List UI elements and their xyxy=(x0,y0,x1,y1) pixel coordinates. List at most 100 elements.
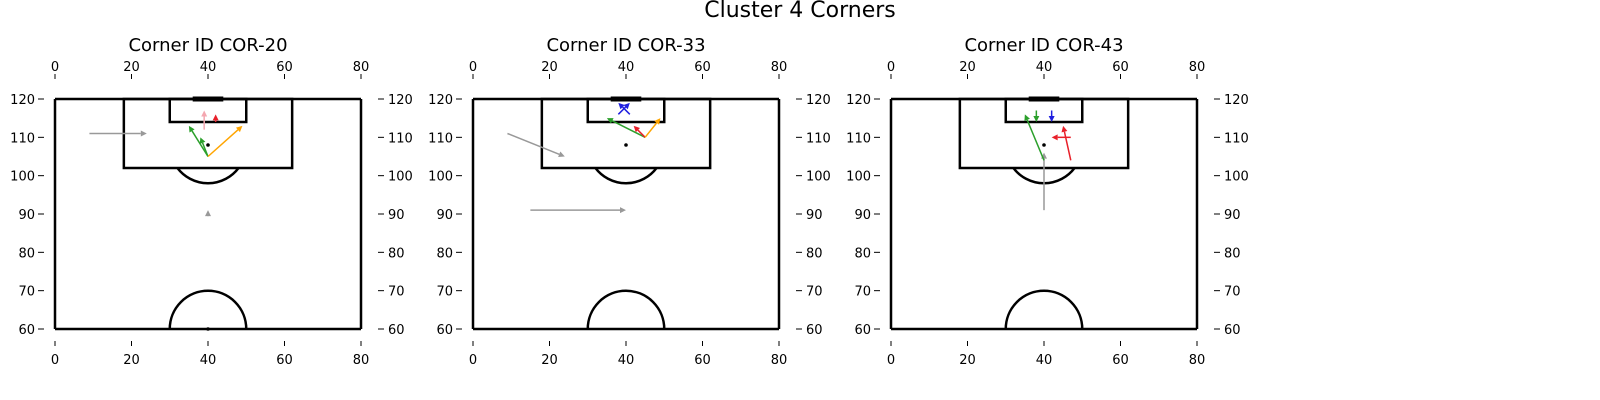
y-tick-label-left: 120 xyxy=(846,93,871,108)
arrow-red-head xyxy=(633,125,641,133)
y-tick-label-left: 120 xyxy=(428,93,453,108)
x-tick-label-top: 40 xyxy=(618,60,635,75)
arrow-pink-head xyxy=(201,110,208,117)
centre-circle xyxy=(586,289,666,330)
y-tick-label-right: 120 xyxy=(806,93,831,108)
x-tick-label-bottom: 80 xyxy=(771,353,788,368)
arrow-orange-shaft xyxy=(207,129,239,158)
penalty-arc xyxy=(594,167,658,185)
y-tick-label-left: 60 xyxy=(854,323,871,338)
y-tick-label-right: 110 xyxy=(1224,131,1249,146)
y-tick-label-right: 90 xyxy=(806,208,823,223)
y-tick-label-left: 80 xyxy=(18,246,35,261)
x-tick-label-bottom: 0 xyxy=(887,353,895,368)
y-tick-label-left: 100 xyxy=(10,170,35,185)
y-tick-label-left: 90 xyxy=(436,208,453,223)
y-tick-label-left: 90 xyxy=(18,208,35,223)
x-tick-label-bottom: 20 xyxy=(541,353,558,368)
y-tick-label-right: 70 xyxy=(1224,285,1241,300)
y-tick-label-right: 60 xyxy=(1224,323,1241,338)
y-tick-label-left: 60 xyxy=(436,323,453,338)
x-tick-label-bottom: 0 xyxy=(51,353,59,368)
arrow-grey-head xyxy=(205,210,211,217)
penalty-arc xyxy=(176,167,240,185)
panel-1: Corner ID COR-20 0 0 20 20 40 40 60 60 80 80 60 60 70… xyxy=(10,35,413,368)
y-tick-label-left: 100 xyxy=(428,170,453,185)
x-tick-label-top: 60 xyxy=(1112,60,1129,75)
x-tick-label-bottom: 60 xyxy=(694,353,711,368)
arrow-blue-head xyxy=(1048,116,1055,122)
x-tick-label-top: 20 xyxy=(959,60,976,75)
x-tick-label-bottom: 40 xyxy=(200,353,217,368)
x-tick-label-bottom: 60 xyxy=(276,353,293,368)
y-tick-label-left: 80 xyxy=(436,246,453,261)
y-tick-label-right: 70 xyxy=(806,285,823,300)
centre-circle xyxy=(168,289,248,330)
x-tick-label-top: 80 xyxy=(771,60,788,75)
arrow-blue-shaft xyxy=(617,106,627,115)
y-tick-label-right: 70 xyxy=(388,285,405,300)
arrow-orange-head xyxy=(235,125,243,133)
y-tick-label-left: 70 xyxy=(854,285,871,300)
x-tick-label-top: 0 xyxy=(887,60,895,75)
x-tick-label-bottom: 80 xyxy=(1189,353,1206,368)
arrow-red-head xyxy=(212,114,219,121)
x-tick-label-top: 60 xyxy=(694,60,711,75)
arrow-green-head xyxy=(1024,114,1030,122)
arrow-grey-head xyxy=(620,207,626,214)
y-tick-label-right: 100 xyxy=(388,170,413,185)
y-tick-label-left: 110 xyxy=(846,131,871,146)
y-tick-label-left: 70 xyxy=(436,285,453,300)
x-tick-label-bottom: 60 xyxy=(1112,353,1129,368)
arrow-green-head xyxy=(188,125,195,133)
y-tick-label-right: 100 xyxy=(806,170,831,185)
y-tick-label-right: 80 xyxy=(1224,246,1241,261)
ball-point xyxy=(206,327,210,331)
arrow-green-head xyxy=(199,137,206,145)
x-tick-label-top: 80 xyxy=(353,60,370,75)
ball-point xyxy=(1042,143,1046,147)
y-tick-label-right: 60 xyxy=(388,323,405,338)
arrow-orange-head xyxy=(654,118,661,125)
arrow-red-head xyxy=(1061,125,1068,133)
x-tick-label-top: 20 xyxy=(123,60,140,75)
y-tick-label-right: 90 xyxy=(1224,208,1241,223)
x-tick-label-bottom: 20 xyxy=(959,353,976,368)
arrow-grey-shaft xyxy=(507,132,560,155)
x-tick-label-top: 20 xyxy=(541,60,558,75)
arrow-red-head xyxy=(1051,134,1058,141)
x-tick-label-top: 40 xyxy=(1036,60,1053,75)
y-tick-label-left: 80 xyxy=(854,246,871,261)
penalty-box xyxy=(540,97,712,170)
ball-point xyxy=(624,143,628,147)
x-tick-label-top: 40 xyxy=(200,60,217,75)
panel-title: Corner ID COR-33 xyxy=(546,35,705,56)
ball-point xyxy=(206,143,210,147)
arrow-green-head xyxy=(1033,116,1040,122)
y-tick-label-left: 90 xyxy=(854,208,871,223)
arrow-red-shaft xyxy=(637,129,646,138)
arrow-blue-head xyxy=(623,102,630,110)
arrow-blue-head xyxy=(618,102,625,110)
y-tick-label-right: 100 xyxy=(1224,170,1249,185)
y-tick-label-right: 80 xyxy=(806,246,823,261)
x-tick-label-bottom: 80 xyxy=(353,353,370,368)
arrow-grey-head xyxy=(140,130,147,137)
y-tick-label-right: 120 xyxy=(388,93,413,108)
y-tick-label-right: 120 xyxy=(1224,93,1249,108)
arrow-red-shaft xyxy=(1063,131,1072,161)
six-yard-box xyxy=(1004,97,1084,124)
y-tick-label-left: 110 xyxy=(428,131,453,146)
arrow-orange-shaft xyxy=(644,122,658,138)
arrow-grey-head xyxy=(558,151,565,158)
y-tick-label-right: 60 xyxy=(806,323,823,338)
x-tick-label-bottom: 40 xyxy=(618,353,635,368)
six-yard-box xyxy=(168,97,248,124)
panel-title: Corner ID COR-43 xyxy=(964,35,1123,56)
arrow-green-head xyxy=(606,118,614,124)
y-tick-label-left: 70 xyxy=(18,285,35,300)
centre-circle xyxy=(1004,289,1084,330)
y-tick-label-right: 110 xyxy=(388,131,413,146)
